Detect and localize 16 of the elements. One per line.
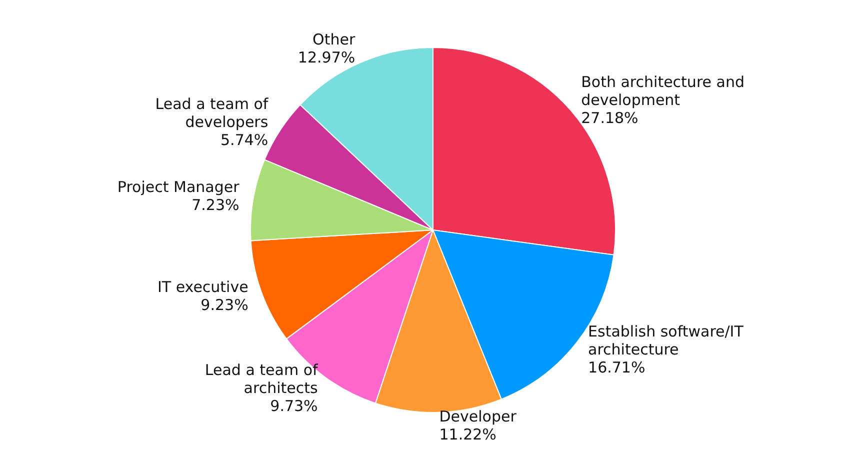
slice-label: Developer (439, 407, 518, 426)
slice-label: Other (312, 30, 356, 48)
slice-label: Both architecture and development (581, 72, 744, 109)
slice-label: Lead a team of architects (204, 361, 319, 398)
data-label: 11.22% (439, 425, 496, 444)
slice-label: IT executive (157, 278, 248, 296)
data-label: 7.23% (192, 196, 240, 214)
data-label: 9.23% (200, 296, 248, 314)
data-label: 9.73% (270, 397, 318, 416)
data-label: 12.97% (298, 48, 356, 66)
data-label: 5.74% (220, 130, 268, 149)
data-label: 16.71% (588, 358, 646, 377)
slice-label: Lead a team of developers (155, 94, 269, 131)
data-label: 27.18% (581, 108, 638, 127)
slice-label: Project Manager (117, 178, 240, 196)
slice-label: Establish software/IT architecture (588, 322, 744, 359)
